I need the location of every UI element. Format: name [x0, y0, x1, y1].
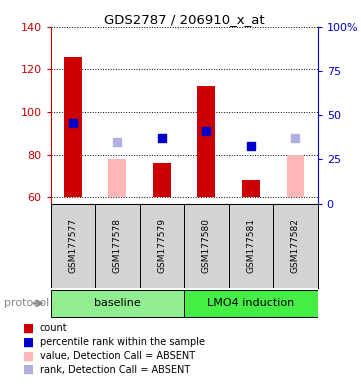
Text: baseline: baseline [94, 298, 141, 308]
Bar [287, 155, 304, 197]
Text: ■: ■ [23, 363, 35, 376]
Point [114, 139, 120, 145]
Text: GSM177581: GSM177581 [247, 218, 255, 273]
Text: GSM177580: GSM177580 [202, 218, 211, 273]
Text: percentile rank within the sample: percentile rank within the sample [40, 337, 205, 347]
Text: count: count [40, 323, 68, 333]
Bar [242, 180, 260, 197]
Point [248, 143, 254, 149]
Point [204, 128, 209, 134]
Text: GSM177582: GSM177582 [291, 218, 300, 273]
Text: value, Detection Call = ABSENT: value, Detection Call = ABSENT [40, 351, 195, 361]
Text: ■: ■ [23, 336, 35, 349]
Bar [197, 86, 215, 197]
Text: GSM177579: GSM177579 [157, 218, 166, 273]
Point [159, 134, 165, 141]
Text: GSM177577: GSM177577 [68, 218, 77, 273]
Text: GSM177578: GSM177578 [113, 218, 122, 273]
Bar [51, 290, 184, 317]
Bar [108, 159, 126, 197]
Text: LMO4 induction: LMO4 induction [207, 298, 295, 308]
Text: rank, Detection Call = ABSENT: rank, Detection Call = ABSENT [40, 365, 190, 375]
Text: ■: ■ [23, 322, 35, 335]
Bar [64, 57, 82, 197]
Bar [184, 290, 318, 317]
Bar [153, 163, 171, 197]
Point [70, 119, 76, 126]
Title: GDS2787 / 206910_x_at: GDS2787 / 206910_x_at [104, 13, 264, 26]
Point [292, 134, 298, 141]
Text: ■: ■ [23, 349, 35, 362]
Text: protocol: protocol [4, 298, 49, 308]
